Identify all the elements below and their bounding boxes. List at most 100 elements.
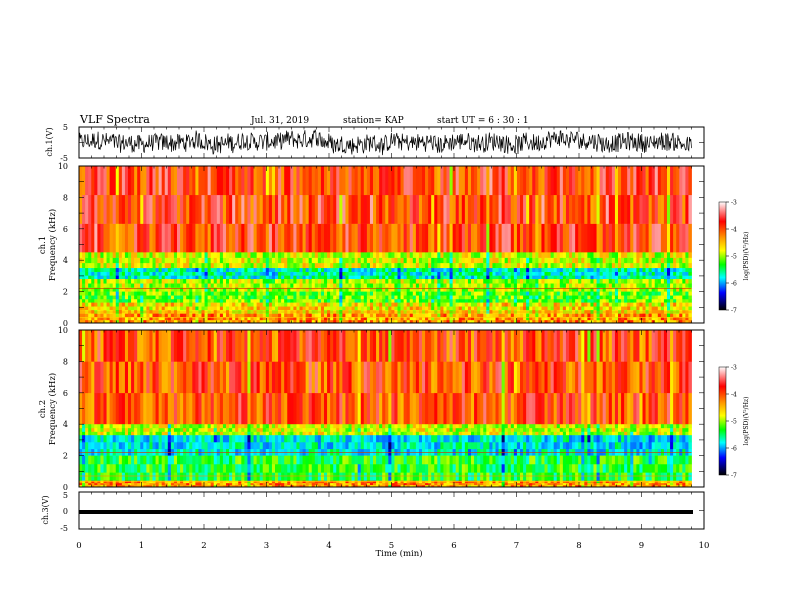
spectrogram-cell: [654, 268, 659, 273]
spectrogram-cell: [627, 287, 631, 292]
spectrogram-cell: [207, 275, 212, 280]
spectrogram-cell: [167, 223, 172, 253]
spectrogram-cell: [458, 194, 463, 224]
spectrogram-cell: [376, 287, 380, 292]
spectrogram-cell: [177, 330, 181, 362]
spectrogram-cell: [624, 257, 628, 264]
spectrogram-cell: [155, 283, 160, 288]
spectrogram-cell: [379, 306, 383, 311]
spectrogram-cell: [164, 435, 169, 443]
spectrogram-cell: [412, 283, 417, 288]
spectrogram-cell: [271, 295, 276, 300]
spectrogram-cell: [278, 268, 282, 273]
spectrogram-cell: [489, 298, 493, 303]
spectrogram-cell: [486, 287, 490, 292]
spectrogram-cell: [400, 295, 405, 300]
spectrogram-cell: [495, 257, 499, 264]
spectrogram-cell: [314, 295, 319, 300]
spectrogram-cell: [296, 268, 300, 273]
spectrogram-cell: [608, 287, 613, 292]
spectrogram-cell: [633, 279, 637, 284]
spectrogram-cell: [428, 268, 432, 273]
spectrogram-cell: [520, 257, 524, 264]
spectrogram-cell: [575, 271, 579, 276]
spectrogram-cell: [351, 257, 356, 264]
spectrogram-cell: [253, 287, 258, 292]
spectrogram-cell: [149, 302, 153, 307]
spectrogram-cell: [670, 287, 674, 292]
spectrogram-cell: [79, 166, 83, 196]
spectrogram-cell: [140, 275, 144, 280]
spectrogram-cell: [137, 257, 141, 264]
spectrogram-cell: [97, 275, 101, 280]
spectrogram-cell: [547, 166, 552, 196]
spectrogram-cell: [599, 252, 604, 258]
spectrogram-cell: [103, 252, 107, 258]
spectrogram-cell: [198, 283, 202, 288]
spectrogram-cell: [235, 295, 239, 300]
spectrogram-cell: [520, 262, 524, 269]
spectrogram-cell: [293, 268, 297, 273]
spectrogram-cell: [559, 268, 564, 273]
spectrogram-cell: [88, 291, 92, 296]
spectrogram-cell: [676, 194, 680, 224]
spectrogram-cell: [167, 427, 172, 432]
spectrogram-cell: [464, 316, 469, 321]
spectrogram-cell: [412, 194, 417, 224]
spectrogram-cell: [480, 279, 484, 284]
spectrogram-cell: [259, 283, 264, 288]
spectrogram-cell: [535, 275, 539, 280]
spectrogram-cell: [121, 431, 126, 436]
spectrogram-cell: [385, 306, 389, 311]
spectrogram-cell: [308, 268, 313, 273]
spectrogram-cell: [180, 472, 184, 482]
spectrogram-cell: [177, 441, 181, 450]
spectrogram-cell: [216, 306, 221, 311]
spectrogram-cell: [483, 295, 487, 300]
spectrogram-cell: [299, 313, 303, 318]
spectrogram-cell: [134, 252, 138, 258]
spectrogram-cell: [437, 313, 441, 318]
spectrogram-cell: [679, 262, 683, 269]
spectrogram-cell: [284, 298, 288, 303]
spectrogram-cell: [523, 271, 527, 276]
spectrogram-cell: [155, 295, 160, 300]
spectrogram-cell: [91, 271, 95, 276]
spectrogram-cell: [587, 306, 591, 311]
spectrogram-cell: [345, 319, 349, 324]
spectrogram-cell: [222, 194, 227, 224]
spectrogram-cell: [140, 361, 144, 394]
spectrogram-cell: [106, 472, 111, 482]
spectrogram-cell: [553, 279, 558, 284]
spectrogram-cell: [305, 275, 310, 280]
spectrogram-cell: [216, 319, 221, 324]
spectrogram-cell: [250, 283, 254, 288]
spectrogram-cell: [265, 287, 270, 292]
spectrogram-cell: [149, 455, 153, 465]
spectrogram-cell: [241, 313, 245, 318]
spectrogram-cell: [268, 298, 273, 303]
spectrogram-cell: [437, 166, 441, 196]
spectrogram-cell: [112, 441, 117, 450]
spectrogram-cell: [149, 268, 153, 273]
spectrogram-cell: [354, 275, 359, 280]
spectrogram-cell: [556, 257, 561, 264]
spectrogram-cell: [654, 223, 659, 253]
spectrogram-cell: [275, 313, 279, 318]
spectrogram-cell: [333, 275, 337, 280]
spectrogram-cell: [121, 330, 126, 362]
spectrogram-cell: [550, 275, 555, 280]
spectrogram-cell: [498, 283, 503, 288]
spectrogram-cell: [633, 268, 637, 273]
spectrogram-cell: [94, 482, 98, 486]
spectrogram-cell: [602, 313, 607, 318]
spectrogram-cell: [100, 275, 104, 280]
spectrogram-cell: [425, 268, 429, 273]
spectrogram-cell: [544, 319, 548, 324]
spectrogram-cell: [128, 316, 132, 321]
spectrogram-cell: [474, 295, 478, 300]
spectrogram-cell: [474, 306, 478, 311]
spectrogram-cell: [204, 257, 209, 264]
spectrogram-cell: [256, 268, 261, 273]
spectrogram-cell: [97, 279, 101, 284]
